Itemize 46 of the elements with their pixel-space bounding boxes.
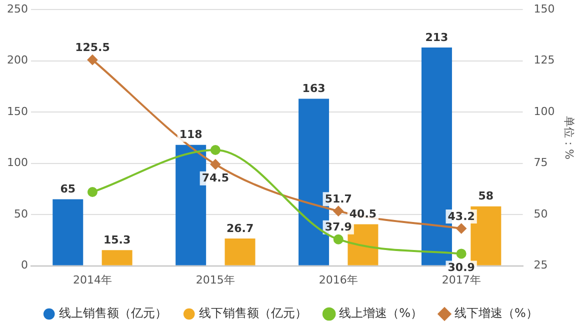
- legend-label: 线上增速（%）: [339, 306, 423, 320]
- x-tick-label: 2016年: [318, 273, 358, 286]
- data-label: 51.7: [324, 192, 352, 206]
- y-tick-label: 150: [6, 104, 28, 118]
- y-tick-label: 50: [14, 207, 28, 220]
- data-label: 118: [179, 128, 202, 142]
- data-label: 74.5: [202, 172, 229, 185]
- data-label: 37.9: [324, 220, 352, 234]
- y2-tick-label: 100: [534, 104, 555, 118]
- data-label: 163: [302, 82, 326, 96]
- point: [87, 187, 98, 198]
- bar: [52, 199, 84, 266]
- y-tick-label: 100: [6, 156, 28, 170]
- point: [87, 54, 98, 65]
- legend-label: 线上销售额（亿元）: [59, 306, 168, 320]
- data-label: 65: [60, 182, 76, 196]
- data-label: 43.2: [448, 210, 475, 223]
- y2-axis-title: 单位：%: [562, 116, 576, 160]
- data-label: 213: [425, 30, 448, 44]
- y-tick-label: 200: [6, 54, 28, 67]
- point: [456, 248, 466, 259]
- x-tick-label: 2014年: [72, 273, 112, 286]
- y-tick-label: 0: [20, 258, 28, 272]
- x-tick-label: 2017年: [442, 273, 481, 286]
- legend-label: 线下销售额（亿元）: [199, 306, 308, 320]
- point: [333, 234, 344, 244]
- bar: [102, 250, 132, 266]
- y-tick-label: 250: [6, 2, 28, 16]
- point: [333, 206, 344, 216]
- y2-tick-label: 125: [534, 54, 555, 67]
- point: [210, 145, 220, 155]
- data-label: 58: [478, 190, 494, 203]
- point: [210, 159, 220, 170]
- data-label: 40.5: [349, 208, 377, 221]
- y2-tick-label: 25: [534, 258, 548, 272]
- bar: [224, 238, 256, 266]
- data-label: 30.9: [448, 261, 475, 274]
- data-label: 26.7: [226, 222, 254, 235]
- data-label: 125.5: [75, 41, 110, 54]
- y2-tick-label: 75: [534, 156, 548, 170]
- x-tick-label: 2015年: [196, 273, 235, 286]
- point: [456, 224, 466, 234]
- y2-tick-label: 50: [534, 207, 548, 220]
- y2-tick-label: 150: [534, 2, 555, 16]
- data-label: 15.3: [103, 233, 131, 246]
- legend-label: 线下增速（%）: [454, 306, 538, 320]
